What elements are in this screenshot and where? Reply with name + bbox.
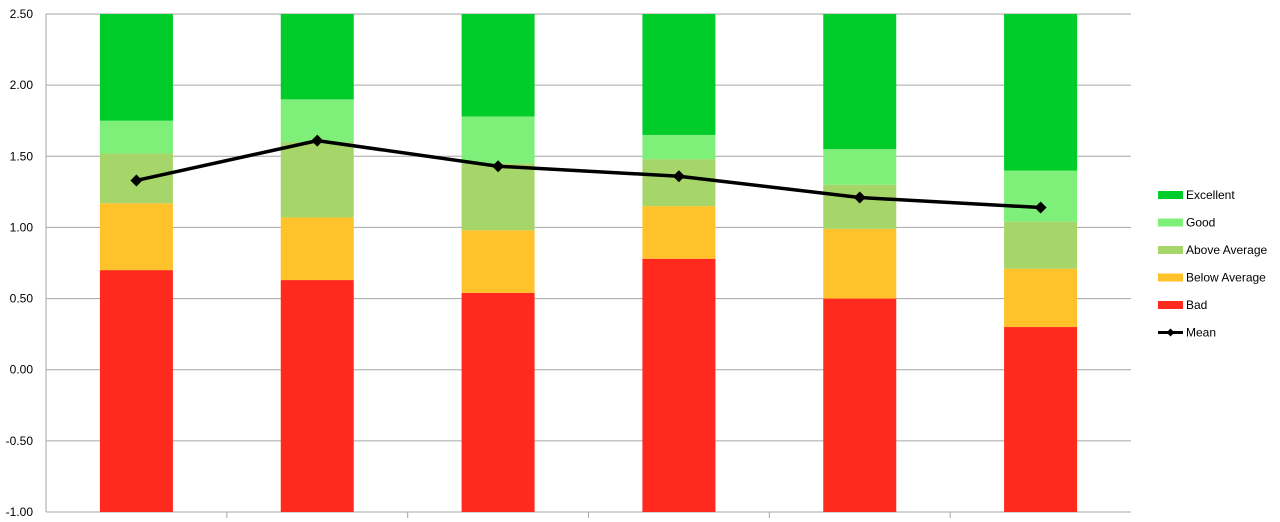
bar-segment-below-average [642, 206, 716, 259]
y-tick-label: -0.50 [6, 434, 34, 448]
y-tick-label: 1.50 [10, 149, 34, 163]
bar-segment-below-average [823, 228, 897, 299]
gridlines [45, 13, 1131, 513]
bar-segment-good [823, 149, 897, 185]
bar-segment-bad [1004, 327, 1078, 512]
bar-segment-excellent [823, 14, 897, 150]
mean-point [492, 160, 505, 173]
mean-point [853, 191, 866, 204]
bar-segment-good [99, 120, 173, 154]
legend-label-mean: Mean [1186, 326, 1216, 340]
bars [99, 14, 1078, 512]
bar-segment-bad [823, 298, 897, 512]
bar-segment-above-average [280, 142, 354, 218]
y-tick-label: 0.00 [10, 363, 34, 377]
mean-point [311, 134, 324, 147]
legend-marker-mean [1166, 328, 1175, 337]
legend-label-excellent: Excellent [1186, 188, 1235, 202]
bar-segment-bad [99, 270, 173, 512]
bar-segment-excellent [461, 14, 535, 117]
legend: Excellent Good Above Average Below Average B… [1158, 188, 1268, 340]
bar-segment-good [461, 116, 535, 164]
bar-segment-bad [280, 280, 354, 512]
bar-segment-good [642, 134, 716, 160]
bar-segment-above-average [1004, 221, 1078, 269]
y-tick-label: 1.00 [10, 220, 34, 234]
mean-point [1034, 201, 1047, 214]
bar-segment-excellent [99, 14, 173, 121]
bar-segment-bad [461, 292, 535, 512]
y-tick-label: 0.50 [10, 292, 34, 306]
legend-label-bad: Bad [1186, 298, 1207, 312]
legend-swatch-bad [1158, 301, 1183, 309]
bar-segment-above-average [642, 159, 716, 207]
bar-segment-excellent [642, 14, 716, 135]
legend-swatch-good [1158, 218, 1183, 227]
mean-point [672, 170, 685, 183]
bar-segment-above-average [823, 184, 897, 229]
mean-point [130, 174, 143, 187]
bar-segment-below-average [1004, 268, 1078, 328]
y-axis-tick-labels: 2.50 2.00 1.50 1.00 0.50 0.00 -0.50 -1.00 [6, 7, 34, 519]
bar-segment-excellent [1004, 14, 1078, 171]
y-tick-label: 2.50 [10, 7, 34, 21]
bar-segment-excellent [280, 14, 354, 100]
bar-segment-below-average [99, 203, 173, 271]
y-tick-label: 2.00 [10, 78, 34, 92]
y-tick-label: -1.00 [6, 505, 34, 519]
bar-segment-good [1004, 170, 1078, 222]
mean-line [136, 138, 1041, 210]
bar-segment-bad [642, 258, 716, 512]
legend-label-below-average: Below Average [1186, 271, 1266, 285]
bar-segment-below-average [280, 217, 354, 281]
legend-label-good: Good [1186, 216, 1215, 230]
bar-segment-below-average [461, 230, 535, 293]
legend-label-above-average: Above Average [1186, 243, 1268, 257]
bar-segment-above-average [461, 163, 535, 231]
mean-line-series [130, 134, 1047, 214]
legend-swatch-excellent [1158, 191, 1183, 199]
legend-swatch-below-average [1158, 273, 1183, 282]
x-axis [226, 512, 951, 518]
legend-swatch-above-average [1158, 246, 1183, 254]
